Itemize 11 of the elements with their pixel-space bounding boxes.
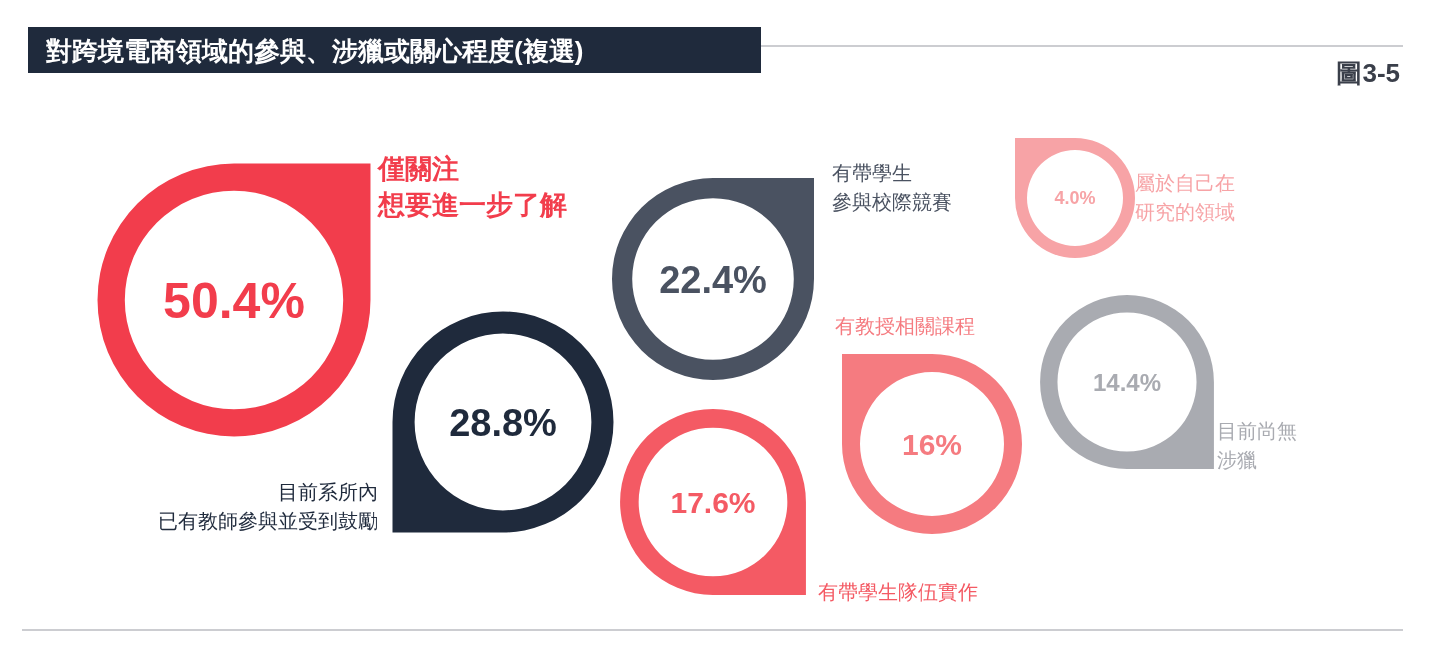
title: 對跨境電商領域的參與、涉獵或關心程度(複選) [28,27,761,73]
caption: 圖3-5 [1336,58,1400,88]
data-label: 22.4% [659,258,767,301]
category-label: 目前尚無涉獵 [1217,420,1297,471]
category-label: 目前系所內已有教師參與並受到鼓勵 [158,481,378,532]
category-label: 有帶學生參與校際競賽 [832,162,952,213]
category-label: 屬於自己在研究的領域 [1135,172,1235,223]
category-label: 僅關注想要進一步了解 [377,154,567,220]
category-label: 有帶學生隊伍實作 [818,581,978,603]
category-label: 有教授相關課程 [835,315,975,337]
data-label: 17.6% [670,485,756,519]
